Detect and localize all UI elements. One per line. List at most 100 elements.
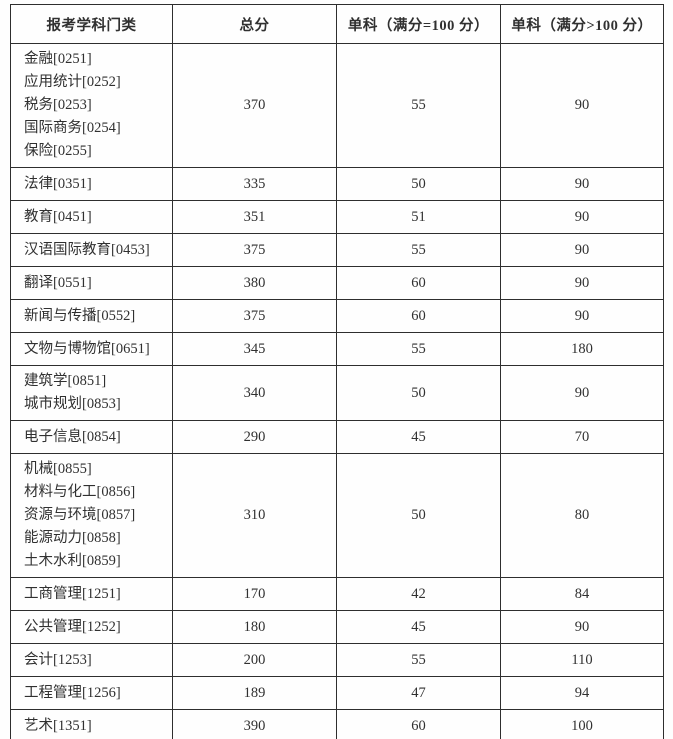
total-score-cell: 370 [172,43,337,168]
single-subject-eq100-cell: 50 [336,167,501,201]
single-subject-eq100-cell: 60 [336,266,501,300]
category-line: 机械[0855] [24,461,92,477]
total-score-cell: 200 [172,643,337,677]
single-subject-gt100-cell: 90 [500,299,664,333]
category-line: 城市规划[0853] [24,396,121,412]
category-line: 公共管理[1252] [24,618,121,635]
table-row: 电子信息[0854] 290 45 70 [10,420,664,454]
total-score-cell: 310 [172,453,337,578]
table-row: 新闻与传播[0552] 375 60 90 [10,299,664,333]
col-header-total-score: 总分 [172,4,337,44]
total-score-cell: 335 [172,167,337,201]
single-subject-gt100-cell: 90 [500,610,664,644]
total-score-cell: 375 [172,233,337,267]
category-cell: 工商管理[1251] [10,577,173,611]
category-line: 艺术[1351] [24,717,92,734]
total-score-cell: 180 [172,610,337,644]
single-subject-eq100-cell: 55 [336,332,501,366]
category-line: 金融[0251] [24,51,92,67]
total-score-cell: 340 [172,365,337,421]
total-score-cell: 380 [172,266,337,300]
category-line: 电子信息[0854] [24,428,121,445]
table-row: 法律[0351] 335 50 90 [10,167,664,201]
table-row: 教育[0451] 351 51 90 [10,200,664,234]
category-cell: 工程管理[1256] [10,676,173,710]
category-line: 土木水利[0859] [24,553,121,569]
category-cell: 文物与博物馆[0651] [10,332,173,366]
category-line: 汉语国际教育[0453] [24,241,150,258]
category-line: 法律[0351] [24,175,92,192]
total-score-cell: 290 [172,420,337,454]
category-cell: 新闻与传播[0552] [10,299,173,333]
single-subject-gt100-cell: 90 [500,43,664,168]
total-score-cell: 390 [172,709,337,739]
table-row: 建筑学[0851] 城市规划[0853] 340 50 90 [10,365,664,421]
single-subject-gt100-cell: 90 [500,200,664,234]
total-score-cell: 170 [172,577,337,611]
single-subject-gt100-cell: 70 [500,420,664,454]
category-line: 建筑学[0851] [24,373,107,389]
single-subject-gt100-cell: 100 [500,709,664,739]
single-subject-gt100-cell: 80 [500,453,664,578]
category-line: 资源与环境[0857] [24,507,136,523]
category-cell: 机械[0855] 材料与化工[0856] 资源与环境[0857] 能源动力[0858]… [10,453,173,578]
single-subject-eq100-cell: 47 [336,676,501,710]
single-subject-gt100-cell: 94 [500,676,664,710]
total-score-cell: 375 [172,299,337,333]
col-header-single-subject-gt100: 单科（满分>100 分） [500,4,664,44]
category-cell: 公共管理[1252] [10,610,173,644]
category-line: 翻译[0551] [24,274,92,291]
single-subject-eq100-cell: 51 [336,200,501,234]
table-row: 艺术[1351] 390 60 100 [10,709,664,739]
category-line: 能源动力[0858] [24,530,121,546]
single-subject-eq100-cell: 50 [336,453,501,578]
category-cell: 电子信息[0854] [10,420,173,454]
category-line: 会计[1253] [24,651,92,668]
table-row: 会计[1253] 200 55 110 [10,643,664,677]
single-subject-gt100-cell: 90 [500,167,664,201]
table-row: 翻译[0551] 380 60 90 [10,266,664,300]
single-subject-eq100-cell: 45 [336,610,501,644]
category-cell: 教育[0451] [10,200,173,234]
single-subject-eq100-cell: 42 [336,577,501,611]
category-line: 材料与化工[0856] [24,484,136,500]
category-line: 工商管理[1251] [24,585,121,602]
category-cell: 建筑学[0851] 城市规划[0853] [10,365,173,421]
total-score-cell: 345 [172,332,337,366]
category-cell: 法律[0351] [10,167,173,201]
category-cell: 会计[1253] [10,643,173,677]
table-row: 机械[0855] 材料与化工[0856] 资源与环境[0857] 能源动力[0858]… [10,453,664,578]
admission-score-table: 报考学科门类 总分 单科（满分=100 分） 单科（满分>100 分） 金融[0… [10,4,664,739]
single-subject-gt100-cell: 84 [500,577,664,611]
category-line: 新闻与传播[0552] [24,307,136,324]
single-subject-eq100-cell: 55 [336,233,501,267]
category-cell: 艺术[1351] [10,709,173,739]
category-line: 教育[0451] [24,208,92,225]
table-row: 工程管理[1256] 189 47 94 [10,676,664,710]
category-line: 保险[0255] [24,143,92,159]
table-row: 文物与博物馆[0651] 345 55 180 [10,332,664,366]
table-row: 公共管理[1252] 180 45 90 [10,610,664,644]
single-subject-gt100-cell: 90 [500,365,664,421]
single-subject-gt100-cell: 90 [500,266,664,300]
single-subject-eq100-cell: 60 [336,709,501,739]
table-row: 金融[0251] 应用统计[0252] 税务[0253] 国际商务[0254] 保险[0… [10,43,664,168]
col-header-subject-category: 报考学科门类 [10,4,173,44]
single-subject-eq100-cell: 50 [336,365,501,421]
single-subject-gt100-cell: 110 [500,643,664,677]
category-line: 税务[0253] [24,97,92,113]
total-score-cell: 189 [172,676,337,710]
table-header-row: 报考学科门类 总分 单科（满分=100 分） 单科（满分>100 分） [10,4,664,44]
single-subject-gt100-cell: 180 [500,332,664,366]
single-subject-eq100-cell: 60 [336,299,501,333]
category-line: 工程管理[1256] [24,684,121,701]
table-row: 工商管理[1251] 170 42 84 [10,577,664,611]
category-cell: 金融[0251] 应用统计[0252] 税务[0253] 国际商务[0254] 保险[0… [10,43,173,168]
category-line: 应用统计[0252] [24,74,121,90]
category-cell: 汉语国际教育[0453] [10,233,173,267]
single-subject-eq100-cell: 45 [336,420,501,454]
table-body: 金融[0251] 应用统计[0252] 税务[0253] 国际商务[0254] 保险[0… [10,43,664,739]
table-row: 汉语国际教育[0453] 375 55 90 [10,233,664,267]
single-subject-eq100-cell: 55 [336,643,501,677]
